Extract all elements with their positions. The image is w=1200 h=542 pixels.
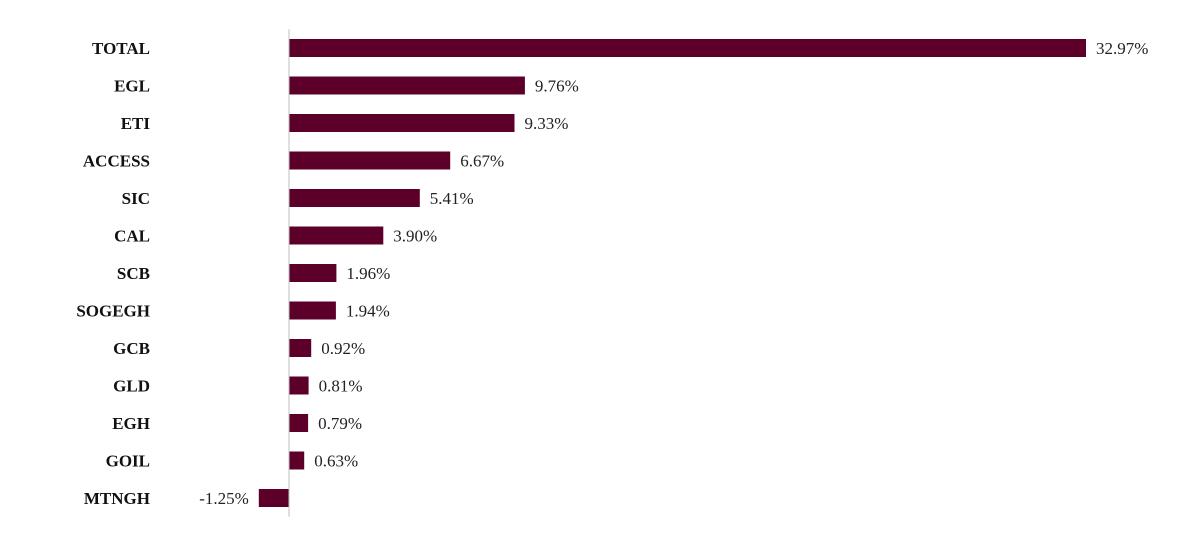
value-labels: 32.97% 9.76% 9.33% 6.67% 5.41% 3.90%1.96% 1.94… [199, 39, 1148, 508]
category-label-eti: ETI [121, 114, 151, 133]
bar-scb [289, 264, 337, 282]
category-label-sogegh: SOGEGH [76, 302, 150, 321]
value-label-total: 32.97% [1096, 39, 1148, 58]
value-label-sic: 5.41% [430, 189, 474, 208]
category-label-mtngh: MTNGH [84, 489, 150, 508]
bar-mtngh [258, 489, 289, 507]
bar-egh [289, 414, 309, 432]
category-label-cal: CAL [114, 227, 150, 246]
category-label-total: TOTAL [92, 39, 150, 58]
category-label-access: ACCESS [83, 152, 150, 171]
category-label-gcb: GCB [113, 339, 150, 358]
bar-eti [289, 114, 515, 132]
value-label-gcb: 0.92% [321, 339, 365, 358]
category-label-scb: SCB [117, 264, 150, 283]
bar-access [289, 151, 451, 170]
value-label-egh: 0.79% [318, 414, 362, 433]
category-label-egl: EGL [114, 77, 150, 96]
bar-gcb [289, 339, 312, 357]
bar-sogegh [289, 301, 336, 320]
value-label-egl: 9.76% [535, 77, 579, 96]
value-label-gld: 0.81% [319, 377, 363, 396]
value-label-goil: 0.63% [314, 452, 358, 471]
category-label-egh: EGH [112, 414, 150, 433]
value-label-sogegh: 1.94% [346, 302, 390, 321]
bar-total [289, 39, 1086, 57]
category-label-sic: SIC [122, 189, 150, 208]
category-label-goil: GOIL [106, 452, 150, 471]
category-labels: TOTAL EGL ETI ACCESS SIC CAL SCB SOGEGH GCB GLD EG… [76, 39, 150, 508]
value-label-scb: 1.96% [346, 264, 390, 283]
bar-gld [289, 376, 309, 395]
value-label-eti: 9.33% [525, 114, 569, 133]
bar-egl [289, 76, 525, 95]
bar-cal [289, 226, 384, 245]
bar-sic [289, 189, 420, 207]
value-label-mtngh: -1.25% [199, 489, 249, 508]
value-label-access: 6.67% [460, 152, 504, 171]
bar-goil [289, 451, 305, 470]
value-label-cal: 3.90% [393, 227, 437, 246]
bars-group [258, 39, 1086, 507]
category-label-gld: GLD [113, 377, 150, 396]
